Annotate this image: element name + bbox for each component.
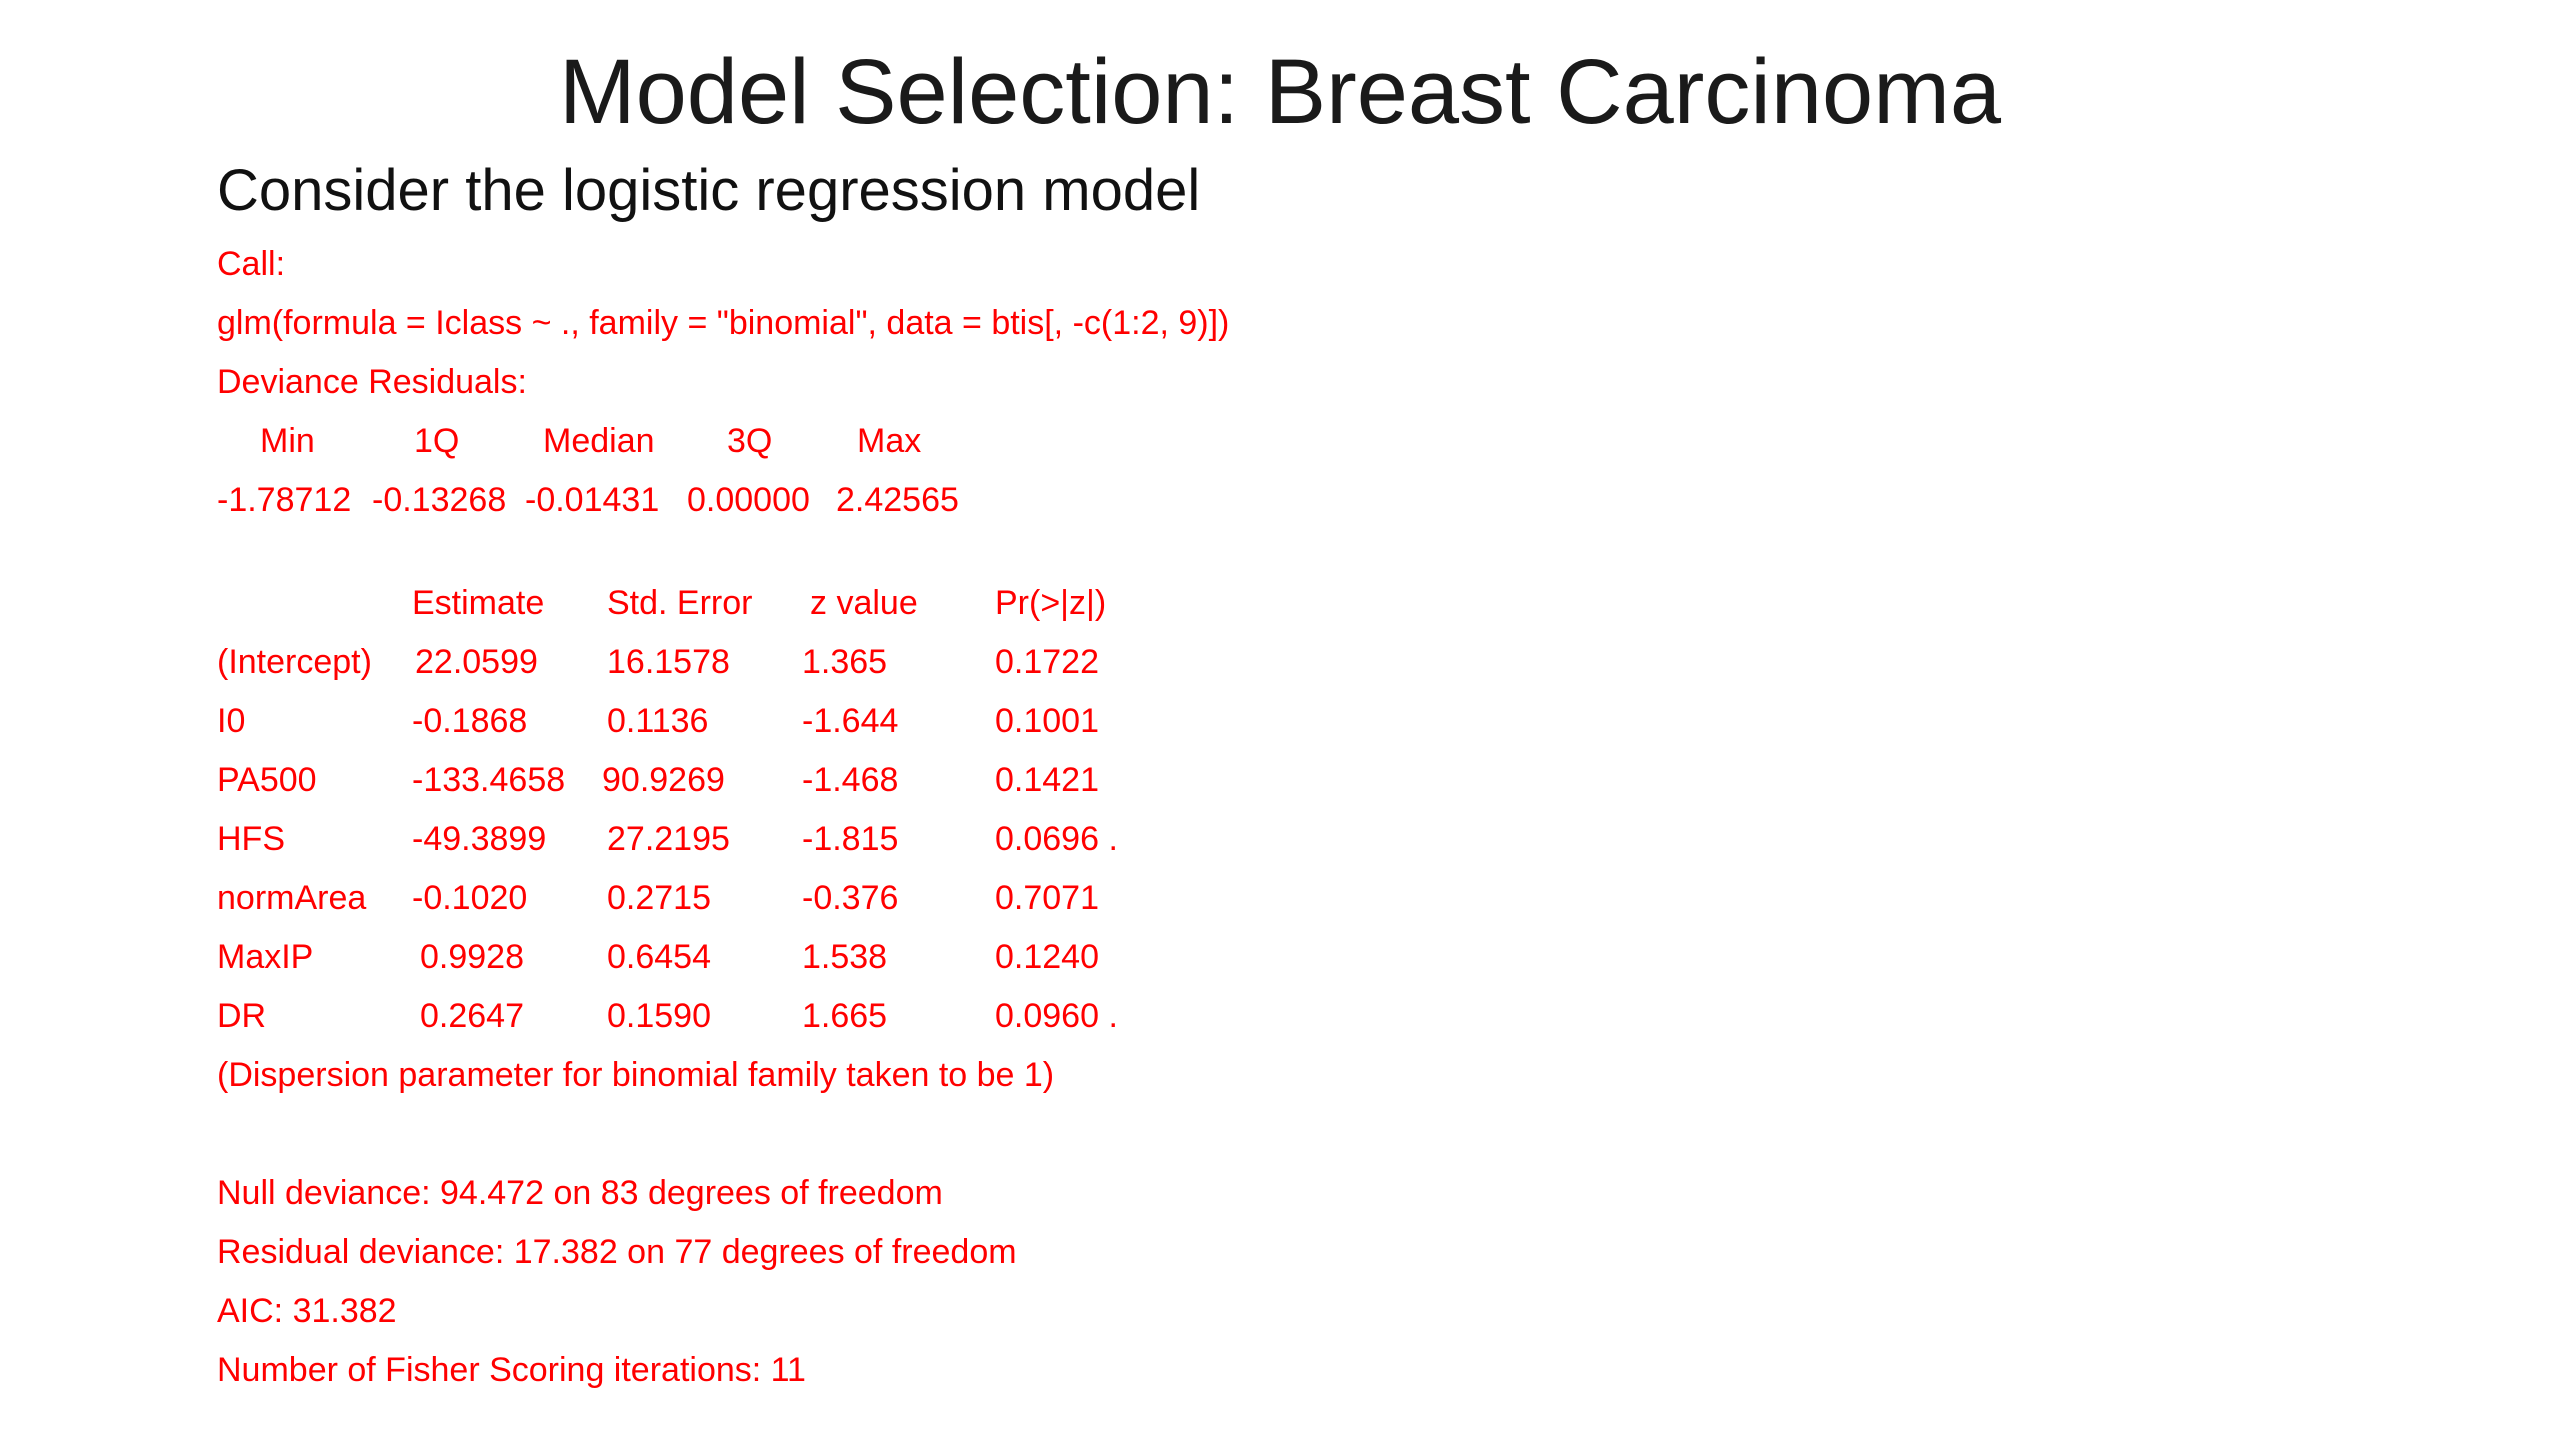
coef-p-value: 0.0960 . (995, 997, 1118, 1035)
aic-value: AIC: 31.382 (217, 1292, 397, 1330)
table-row: I0 -0.1868 0.1136 -1.644 0.1001 (0, 701, 2560, 741)
null-deviance: Null deviance: 94.472 on 83 degrees of f… (217, 1174, 943, 1212)
coef-p-value: 0.1001 (995, 702, 1099, 740)
coef-name: I0 (217, 702, 246, 740)
residual-header-row: Min 1Q Median 3Q Max (0, 421, 2560, 461)
table-row: PA500 -133.4658 90.9269 -1.468 0.1421 (0, 760, 2560, 800)
residual-value-median: -0.01431 (525, 481, 660, 519)
coef-z-value: -1.468 (802, 761, 899, 799)
residual-values-row: -1.78712 -0.13268 -0.01431 0.00000 2.425… (0, 480, 2560, 520)
coef-z-value: 1.538 (802, 938, 888, 976)
coef-z-value: -1.815 (802, 820, 899, 858)
coef-std-error: 0.1590 (607, 997, 711, 1035)
coef-name: PA500 (217, 761, 317, 799)
residual-header-median: Median (543, 422, 655, 460)
coef-z-value: -0.376 (802, 879, 899, 917)
coef-std-error: 90.9269 (602, 761, 725, 799)
coef-estimate: -0.1868 (412, 702, 528, 740)
coef-estimate: 22.0599 (415, 643, 538, 681)
coef-name: normArea (217, 879, 367, 917)
coef-p-value: 0.1421 (995, 761, 1099, 799)
coef-estimate: -0.1020 (412, 879, 528, 917)
residual-value-max: 2.42565 (836, 481, 959, 519)
coef-estimate: 0.9928 (420, 938, 524, 976)
call-label: Call: (217, 245, 286, 283)
coef-header-std-error: Std. Error (607, 584, 753, 622)
coef-header-p-value: Pr(>|z|) (995, 584, 1107, 622)
table-row: MaxIP 0.9928 0.6454 1.538 0.1240 (0, 937, 2560, 977)
coef-name: (Intercept) (217, 643, 372, 681)
coef-p-value: 0.1240 (995, 938, 1099, 976)
residual-header-1q: 1Q (414, 422, 460, 460)
coef-header-estimate: Estimate (412, 584, 545, 622)
coef-z-value: 1.365 (802, 643, 888, 681)
coef-p-value: 0.1722 (995, 643, 1099, 681)
coef-std-error: 0.1136 (607, 702, 709, 740)
coef-p-value: 0.0696 . (995, 820, 1118, 858)
coef-std-error: 0.2715 (607, 879, 711, 917)
table-row: (Intercept) 22.0599 16.1578 1.365 0.1722 (0, 642, 2560, 682)
deviance-residuals-label: Deviance Residuals: (217, 363, 527, 401)
coef-name: MaxIP (217, 938, 314, 976)
coef-z-value: 1.665 (802, 997, 888, 1035)
coef-z-value: -1.644 (802, 702, 899, 740)
dispersion-note: (Dispersion parameter for binomial famil… (217, 1056, 1055, 1094)
coef-name: HFS (217, 820, 285, 858)
table-row: normArea -0.1020 0.2715 -0.376 0.7071 (0, 878, 2560, 918)
fisher-iterations: Number of Fisher Scoring iterations: 11 (217, 1351, 806, 1389)
slide-title: Model Selection: Breast Carcinoma (559, 41, 2001, 143)
coef-header-row: Estimate Std. Error z value Pr(>|z|) (0, 583, 2560, 623)
coef-std-error: 16.1578 (607, 643, 730, 681)
coef-estimate: -133.4658 (412, 761, 566, 799)
table-row: HFS -49.3899 27.2195 -1.815 0.0696 . (0, 819, 2560, 859)
slide-subtitle: Consider the logistic regression model (217, 158, 1201, 223)
residual-header-3q: 3Q (727, 422, 773, 460)
coef-p-value: 0.7071 (995, 879, 1099, 917)
coef-std-error: 27.2195 (607, 820, 730, 858)
residual-header-max: Max (857, 422, 922, 460)
residual-header-min: Min (260, 422, 315, 460)
residual-deviance: Residual deviance: 17.382 on 77 degrees … (217, 1233, 1017, 1271)
call-formula: glm(formula = Iclass ~ ., family = "bino… (217, 304, 1230, 342)
residual-value-3q: 0.00000 (687, 481, 810, 519)
coef-name: DR (217, 997, 267, 1035)
coef-header-z-value: z value (810, 584, 918, 622)
residual-value-1q: -0.13268 (372, 481, 507, 519)
coef-estimate: 0.2647 (420, 997, 524, 1035)
coef-std-error: 0.6454 (607, 938, 711, 976)
residual-value-min: -1.78712 (217, 481, 352, 519)
coef-estimate: -49.3899 (412, 820, 547, 858)
table-row: DR 0.2647 0.1590 1.665 0.0960 . (0, 996, 2560, 1036)
